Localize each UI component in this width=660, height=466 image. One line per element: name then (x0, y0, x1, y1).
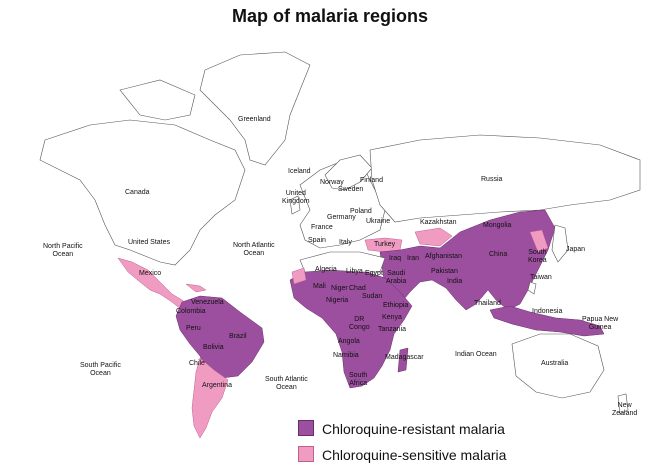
region-africa-resistant (289, 267, 413, 389)
label-germany: Germany (327, 214, 356, 221)
label-new-zealand: New Zealand (612, 402, 638, 417)
label-ethiopia: Ethiopia (383, 302, 409, 309)
map-title: Map of malaria regions (231, 6, 429, 26)
label-canada: Canada (125, 189, 150, 196)
label-spain: Spain (308, 237, 326, 244)
label-italy: Italy (339, 239, 352, 246)
label-papua: Papua New Guinea (582, 316, 619, 331)
label-argentina: Argentina (202, 382, 232, 389)
label-pakistan: Pakistan (431, 268, 458, 275)
label-indian-ocean: Indian Ocean (455, 351, 497, 358)
label-india: India (447, 278, 463, 285)
land-japan (551, 224, 569, 263)
label-north-pacific: North Pacific Ocean (43, 243, 83, 258)
label-australia: Australia (541, 360, 569, 367)
label-japan: Japan (566, 246, 586, 253)
label-sudan: Sudan (362, 293, 383, 300)
label-dr-congo: DR Congo (349, 316, 370, 331)
label-angola: Angola (338, 338, 360, 345)
label-united-states: United States (128, 239, 171, 246)
legend-label-sensitive: Chloroquine-sensitive malaria (322, 447, 507, 463)
label-bolivia: Bolivia (203, 344, 224, 351)
label-madagascar: Madagascar (385, 354, 424, 361)
legend-swatch-sensitive (298, 446, 314, 462)
label-brazil: Brazil (229, 333, 247, 340)
label-france: France (311, 224, 333, 231)
label-peru: Peru (186, 325, 201, 332)
label-mexico: Mexico (139, 270, 162, 277)
label-north-atlantic: North Atlantic Ocean (233, 242, 275, 257)
region-korea-sensitive (529, 229, 549, 253)
label-indonesia: Indonesia (532, 308, 563, 315)
label-poland: Poland (350, 208, 372, 215)
label-egypt: Egypt (365, 270, 383, 277)
label-norway: Norway (320, 179, 344, 186)
label-afghanistan: Afghanistan (425, 253, 462, 260)
label-south-pacific: South Pacific Ocean (80, 362, 121, 377)
region-indonesia-resistant (489, 305, 605, 337)
label-ukraine: Ukraine (366, 218, 391, 225)
land-russia-asia (369, 134, 641, 223)
region-west-africa-sensitive (291, 267, 307, 285)
label-saudi-arabia: Saudi Arabia (386, 270, 407, 285)
label-south-africa: South Africa (349, 372, 368, 387)
label-south-korea: South Korea (528, 249, 547, 264)
label-mongolia: Mongolia (483, 222, 512, 229)
label-iraq: Iraq (389, 255, 402, 262)
label-iran: Iran (407, 255, 420, 262)
label-algeria: Algeria (315, 266, 337, 273)
label-taiwan: Taiwan (530, 274, 552, 281)
legend-item-resistant: Chloroquine-resistant malaria (298, 420, 505, 437)
region-caribbean (185, 283, 207, 293)
land-scandinavia (324, 154, 373, 191)
land-north-africa (299, 251, 386, 273)
label-finland: Finland (360, 177, 383, 184)
label-kazakhstan: Kazakhstan (420, 219, 457, 226)
legend-label-resistant: Chloroquine-resistant malaria (322, 421, 505, 437)
label-russia: Russia (481, 176, 503, 183)
label-libya: Libya (346, 268, 363, 275)
region-madagascar (397, 347, 409, 373)
label-mali: Mali (313, 283, 326, 290)
label-kenya: Kenya (382, 314, 402, 321)
land-uk (289, 195, 301, 215)
label-turkey: Turkey (374, 241, 396, 248)
legend-swatch-resistant (298, 420, 314, 436)
label-greenland: Greenland (238, 116, 271, 123)
label-nigeria: Nigeria (326, 297, 349, 304)
land-greenland (199, 51, 311, 166)
land-new-zealand (617, 393, 629, 415)
land-australia (511, 333, 605, 399)
legend-item-sensitive: Chloroquine-sensitive malaria (298, 446, 506, 463)
label-sweden: Sweden (338, 186, 364, 193)
label-south-atlantic: South Atlantic Ocean (265, 376, 308, 391)
label-uk: United Kingdom (282, 190, 310, 205)
region-central-asia-sensitive (414, 227, 453, 247)
region-south-america-resistant (175, 295, 265, 379)
label-tanzania: Tanzania (378, 326, 407, 333)
label-china: China (489, 251, 508, 258)
region-mexico-central-america (117, 257, 189, 311)
land-north-america (39, 119, 246, 266)
label-niger: Niger (331, 285, 348, 292)
region-south-america-sensitive (191, 357, 229, 439)
label-venezuela: Venezuela (191, 299, 224, 306)
label-thailand: Thailand (474, 300, 501, 307)
land-taiwan (527, 281, 537, 295)
label-chile: Chile (189, 360, 205, 367)
label-iceland: Iceland (288, 168, 311, 175)
label-namibia: Namibia (333, 352, 359, 359)
label-chad: Chad (349, 285, 366, 292)
label-colombia: Colombia (176, 308, 206, 315)
land-arctic-islands (119, 79, 196, 121)
